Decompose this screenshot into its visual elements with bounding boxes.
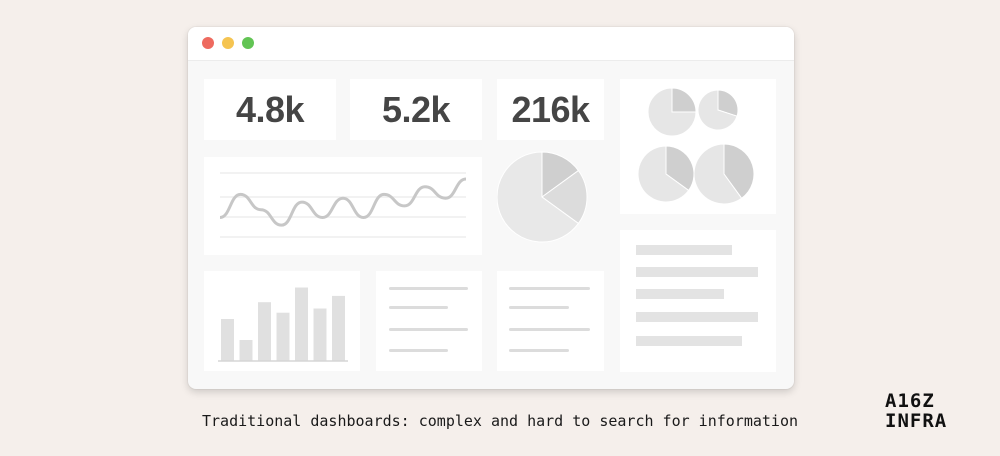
line-series bbox=[219, 177, 467, 227]
minimize-window-button[interactable] bbox=[222, 37, 234, 49]
caption-text: Traditional dashboards: complex and hard… bbox=[201, 412, 799, 430]
pie-slice bbox=[647, 87, 697, 137]
bar bbox=[239, 340, 253, 361]
text-placeholder-line bbox=[636, 336, 742, 346]
mini-pie-2 bbox=[697, 89, 739, 131]
mini-pie-1 bbox=[647, 87, 697, 137]
kpi-card-2[interactable]: 5.2k bbox=[350, 79, 482, 140]
bar-chart-panel[interactable] bbox=[204, 271, 360, 371]
big-pie-panel[interactable] bbox=[496, 151, 597, 251]
list-placeholder-line bbox=[509, 287, 590, 290]
dashboard-window: 4.8k 5.2k 216k bbox=[188, 27, 794, 389]
kpi-card-1[interactable]: 4.8k bbox=[204, 79, 336, 140]
big-pie-slices bbox=[496, 151, 588, 243]
mini-pie-4 bbox=[693, 143, 755, 205]
list-placeholder-line bbox=[509, 349, 569, 352]
brand-logo: A16Z INFRA bbox=[885, 391, 975, 431]
text-block-panel[interactable] bbox=[620, 230, 776, 372]
pie-slice bbox=[697, 89, 738, 131]
list-placeholder-line bbox=[509, 328, 590, 331]
bar bbox=[295, 287, 308, 361]
bar-chart bbox=[218, 287, 348, 362]
bar bbox=[276, 312, 290, 361]
list-placeholder-line bbox=[389, 287, 468, 290]
multi-pie-panel[interactable] bbox=[620, 79, 776, 214]
kpi-value: 5.2k bbox=[381, 88, 451, 130]
pie-slice bbox=[541, 169, 588, 225]
pie-slice bbox=[496, 151, 580, 243]
close-window-button[interactable] bbox=[202, 37, 214, 49]
list-placeholder-line bbox=[389, 349, 448, 352]
kpi-value: 4.8k bbox=[235, 88, 305, 130]
bar bbox=[221, 319, 234, 361]
list-panel-1[interactable] bbox=[376, 271, 482, 371]
list-placeholder-line bbox=[389, 306, 448, 309]
line-chart bbox=[219, 172, 467, 238]
brand-logo-line-1: A16Z bbox=[885, 390, 935, 412]
mini-pie-3 bbox=[637, 145, 695, 203]
big-pie-chart bbox=[496, 151, 588, 243]
kpi-card-3[interactable]: 216k bbox=[497, 79, 604, 140]
text-placeholder-line bbox=[636, 289, 724, 299]
pie-slice bbox=[671, 87, 697, 113]
bar bbox=[258, 302, 271, 361]
list-placeholder-line bbox=[389, 328, 468, 331]
line-chart-panel[interactable] bbox=[204, 157, 482, 255]
list-panel-2[interactable] bbox=[497, 271, 604, 371]
pie-slice bbox=[717, 89, 739, 117]
mini-pie-charts bbox=[637, 87, 755, 205]
text-placeholder-line bbox=[636, 267, 758, 277]
bar bbox=[332, 295, 345, 361]
brand-logo-line-2: INFRA bbox=[885, 410, 948, 432]
kpi-value: 216k bbox=[511, 88, 590, 130]
pie-slice bbox=[693, 143, 743, 205]
maximize-window-button[interactable] bbox=[242, 37, 254, 49]
pie-slice bbox=[723, 143, 755, 199]
window-titlebar bbox=[188, 27, 794, 61]
list-placeholder-line bbox=[509, 306, 569, 309]
pie-slice bbox=[665, 145, 695, 192]
text-placeholder-line bbox=[636, 245, 732, 255]
text-placeholder-line bbox=[636, 312, 758, 322]
bar bbox=[313, 308, 327, 361]
pie-slice bbox=[637, 145, 690, 203]
